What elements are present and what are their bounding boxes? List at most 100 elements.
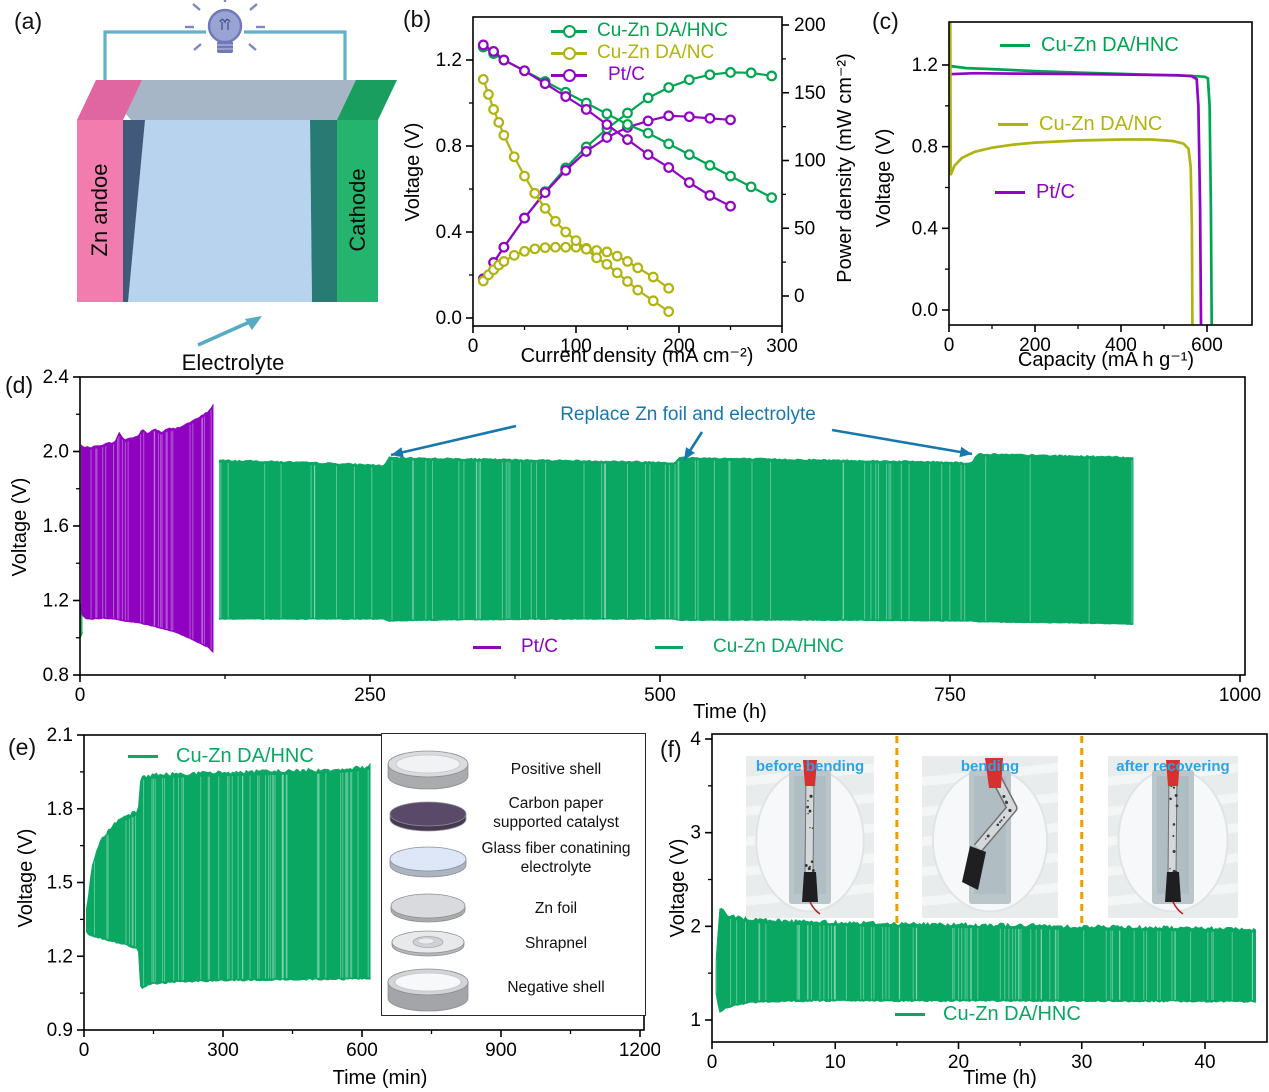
anode-top-face [77,80,142,120]
d-legend-ptc: Pt/C [521,636,558,657]
discharge-capacity-chart: 0 200 400 600 0.0 0.4 0.8 1.2 [912,21,1253,356]
svg-text:500: 500 [644,685,676,706]
d-legend-swatch-hnc [655,646,683,649]
inset-label-before-bending: before bending [755,758,865,775]
svg-text:1.6: 1.6 [43,516,69,537]
e-legend-swatch-hnc [128,755,158,758]
e-ylabel: Voltage (V) [15,828,37,928]
photo-after-recovering [1108,756,1238,918]
svg-text:0.4: 0.4 [436,222,463,243]
long-term-cycling-chart: 0 250 500 750 1000 0.8 1.2 1.6 2.0 2.4 [43,368,1262,706]
cathode-front-face [337,120,378,302]
c-legend-swatch-ptc [995,191,1025,194]
svg-text:2.0: 2.0 [43,442,69,463]
panel-d-letter: (d) [5,372,34,398]
b-legend-marker-ptc [563,69,576,82]
svg-text:600: 600 [346,1040,378,1061]
d-legend-hnc: Cu-Zn DA/HNC [713,636,844,657]
svg-text:0.9: 0.9 [47,1020,73,1041]
svg-text:3: 3 [690,823,701,844]
svg-text:0.8: 0.8 [436,136,462,157]
c-xlabel: Capacity (mA h g⁻¹) [1017,349,1195,371]
svg-text:0: 0 [794,286,805,307]
svg-text:40: 40 [1194,1052,1215,1073]
svg-text:150: 150 [794,83,826,104]
flexible-battery-chart: 0 10 20 30 40 1 2 3 4 [690,729,1268,1073]
e-legend-hnc: Cu-Zn DA/HNC [176,745,314,767]
coin-label-zn-foil: Zn foil [534,900,578,917]
b-xlabel: Current density (mA cm⁻²) [520,345,754,367]
electrolyte-arrow-icon [197,316,262,347]
svg-text:0: 0 [944,335,955,356]
svg-text:1.2: 1.2 [912,55,938,76]
f-xlabel: Time (h) [963,1067,1037,1089]
svg-text:0.0: 0.0 [912,300,938,321]
shadow-left [123,120,145,302]
svg-text:600: 600 [1191,335,1223,356]
svg-text:2: 2 [690,916,701,937]
svg-text:0.0: 0.0 [436,308,462,329]
electrolyte-top-face [96,80,397,120]
electrolyte-label: Electrolyte [181,350,285,375]
coin-label-glass-fiber: Glass fiber conatining electrolyte [481,840,631,876]
battery-schematic [77,0,397,347]
cathode-top-face [337,80,397,120]
coin-label-negative-shell: Negative shell [507,979,605,996]
svg-text:2.1: 2.1 [47,725,73,746]
panel-a-letter: (a) [14,8,43,34]
svg-text:750: 750 [934,685,966,706]
e-xlabel: Time (min) [332,1067,428,1089]
svg-text:4: 4 [690,729,701,750]
d-xlabel: Time (h) [693,701,767,723]
svg-text:200: 200 [1019,335,1051,356]
svg-text:1.2: 1.2 [436,50,462,71]
svg-text:100: 100 [794,151,826,172]
anode-front-face [77,120,123,302]
panel-f-letter: (f) [660,736,682,762]
inset-label-bending: bending [960,758,1020,775]
b-legend-marker-hnc [563,25,576,38]
coin-cell-schematic: Positive shell Carbon paper supported ca… [381,733,646,1016]
svg-text:400: 400 [1105,335,1137,356]
photo-before-bending [746,756,874,918]
svg-text:2.4: 2.4 [43,368,70,388]
d-ylabel: Voltage (V) [9,477,31,577]
svg-text:0.8: 0.8 [43,665,69,686]
svg-text:100: 100 [560,336,592,357]
svg-text:1000: 1000 [1219,685,1261,706]
panel-b-letter: (b) [403,6,432,32]
svg-text:1: 1 [690,1010,701,1031]
coin-label-shrapnel: Shrapnel [524,935,588,952]
cathode-label: Cathode [345,168,370,252]
b-legend-ptc: Pt/C [608,64,645,85]
svg-text:1.2: 1.2 [47,946,73,967]
svg-text:0: 0 [75,685,86,706]
svg-text:200: 200 [663,336,695,357]
c-legend-nc: Cu-Zn DA/NC [1039,113,1163,135]
svg-text:0: 0 [468,336,479,357]
f-legend-hnc: Cu-Zn DA/HNC [943,1003,1081,1025]
b-legend-marker-nc [563,47,576,60]
electrolyte-front-face [128,120,312,302]
svg-text:0: 0 [707,1052,718,1073]
svg-text:900: 900 [485,1040,517,1061]
svg-text:0.4: 0.4 [912,218,939,239]
svg-text:20: 20 [948,1052,969,1073]
c-legend-swatch-nc [998,123,1028,126]
coin-cell-stack [387,750,469,1012]
panel-e-letter: (e) [8,734,37,760]
b-ylabel: Voltage (V) [402,122,424,222]
c-legend-swatch-hnc [1000,44,1030,47]
c-ylabel: Voltage (V) [873,128,895,228]
c-legend-ptc: Pt/C [1036,181,1075,203]
svg-text:1200: 1200 [619,1040,660,1061]
panel-c-letter: (c) [872,8,899,34]
svg-text:1.2: 1.2 [43,591,69,612]
svg-text:1.8: 1.8 [47,799,73,820]
shadow-right [310,120,337,302]
light-bulb-icon [185,0,265,53]
svg-text:1.5: 1.5 [47,873,73,894]
b-legend-nc: Cu-Zn DA/NC [597,42,715,63]
b-legend-hnc: Cu-Zn DA/HNC [597,20,728,41]
